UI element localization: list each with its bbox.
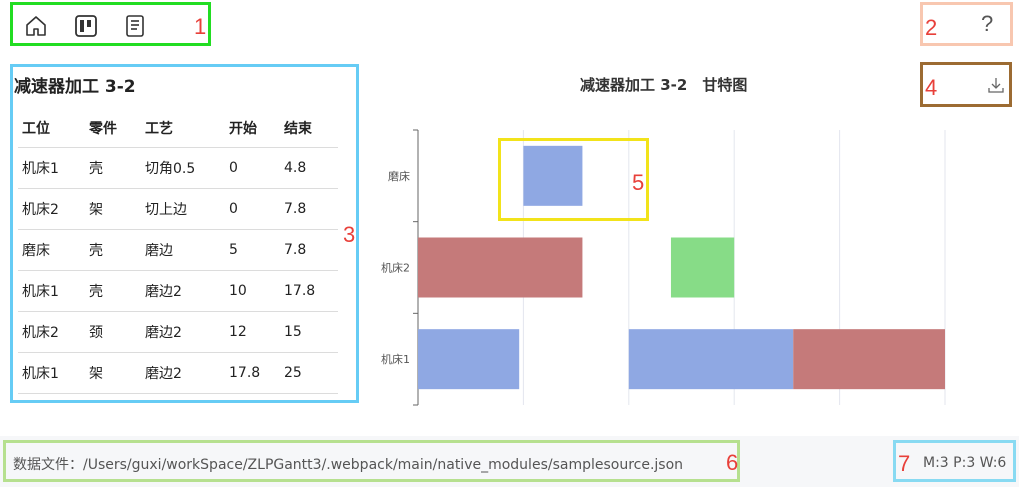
table-cell: 机床2	[18, 311, 85, 353]
y-tick-label: 机床1	[381, 352, 410, 366]
table-cell: 4.8	[280, 147, 338, 189]
table-cell: 15	[280, 311, 338, 353]
table-row[interactable]: 机床1 架 磨边2 17.8 25	[18, 352, 338, 394]
gantt-bar	[793, 329, 945, 390]
column-header: 工位	[18, 110, 85, 148]
toolbar: 1	[10, 2, 211, 46]
table-cell: 架	[85, 188, 141, 230]
home-icon[interactable]	[24, 14, 48, 38]
stats-text: M:3 P:3 W:6	[923, 455, 1007, 471]
table-cell: 壳	[85, 229, 141, 271]
table-title: 减速器加工 3-2	[14, 77, 136, 97]
table-row[interactable]: 机床2 架 切上边 0 7.8	[18, 188, 338, 230]
table-cell: 机床2	[18, 188, 85, 230]
table-row[interactable]: 机床2 颈 磨边2 12 15	[18, 311, 338, 353]
table-row[interactable]: 磨床 壳 磨边 5 7.8	[18, 229, 338, 271]
table-cell: 25	[280, 352, 338, 394]
operations-table: 工位 零件 工艺 开始 结束 机床1 壳 切角0.5 0 4.8 机床2 架 切…	[18, 110, 338, 394]
document-icon[interactable]	[123, 14, 147, 38]
callout-7: 7	[898, 451, 911, 476]
callout-2: 2	[925, 15, 938, 40]
file-path: 数据文件：/Users/guxi/workSpace/ZLPGantt3/.we…	[13, 457, 684, 473]
table-cell: 0	[225, 147, 280, 189]
gantt-bar	[418, 237, 583, 298]
gantt-bar	[418, 329, 520, 390]
help-area: 2 ?	[920, 2, 1013, 46]
callout-3: 3	[343, 222, 356, 247]
table-cell: 机床1	[18, 147, 85, 189]
callout-4: 4	[925, 75, 938, 100]
table-cell: 7.8	[280, 188, 338, 230]
table-cell: 磨边2	[141, 311, 225, 353]
table-cell: 机床1	[18, 270, 85, 312]
table-cell: 17.8	[225, 352, 280, 394]
table-cell: 机床1	[18, 352, 85, 394]
column-header: 结束	[280, 110, 338, 148]
gantt-bar	[628, 329, 794, 390]
help-icon[interactable]: ?	[981, 11, 994, 36]
gantt-bar	[670, 237, 735, 298]
table-row[interactable]: 机床1 壳 磨边2 10 17.8	[18, 270, 338, 312]
gantt-bar	[523, 145, 583, 206]
download-icon[interactable]	[986, 75, 1006, 95]
column-header: 零件	[85, 110, 141, 148]
table-cell: 17.8	[280, 270, 338, 312]
table-cell: 磨边2	[141, 352, 225, 394]
table-cell: 壳	[85, 147, 141, 189]
table-cell: 切角0.5	[141, 147, 225, 189]
callout-6: 6	[726, 450, 739, 475]
operations-panel: 减速器加工 3-2 工位 零件 工艺 开始 结束 机床1 壳 切角0.5 0 4…	[10, 64, 359, 403]
table-cell: 磨床	[18, 229, 85, 271]
stats-area: 7 M:3 P:3 W:6	[893, 440, 1016, 482]
table-cell: 7.8	[280, 229, 338, 271]
table-cell: 磨边	[141, 229, 225, 271]
column-header: 开始	[225, 110, 280, 148]
table-cell: 切上边	[141, 188, 225, 230]
callout-5: 5	[632, 170, 645, 195]
status-bar	[0, 436, 1019, 487]
callout-1: 1	[194, 14, 207, 39]
table-cell: 磨边2	[141, 270, 225, 312]
table-cell: 10	[225, 270, 280, 312]
table-cell: 架	[85, 352, 141, 394]
column-header: 工艺	[141, 110, 225, 148]
table-cell: 颈	[85, 311, 141, 353]
highlight-box: 5	[498, 138, 649, 221]
table-cell: 0	[225, 188, 280, 230]
table-header-row: 工位 零件 工艺 开始 结束	[18, 110, 338, 148]
table-cell: 12	[225, 311, 280, 353]
board-icon[interactable]	[74, 14, 98, 38]
file-path-area: 数据文件：/Users/guxi/workSpace/ZLPGantt3/.we…	[3, 440, 740, 482]
download-area: 4	[920, 62, 1012, 107]
table-cell: 5	[225, 229, 280, 271]
table-row[interactable]: 机床1 壳 切角0.5 0 4.8	[18, 147, 338, 189]
y-tick-label: 磨床	[388, 169, 410, 183]
y-tick-label: 机床2	[381, 261, 410, 275]
gantt-title: 减速器加工 3-2 甘特图	[580, 76, 748, 94]
table-cell: 壳	[85, 270, 141, 312]
